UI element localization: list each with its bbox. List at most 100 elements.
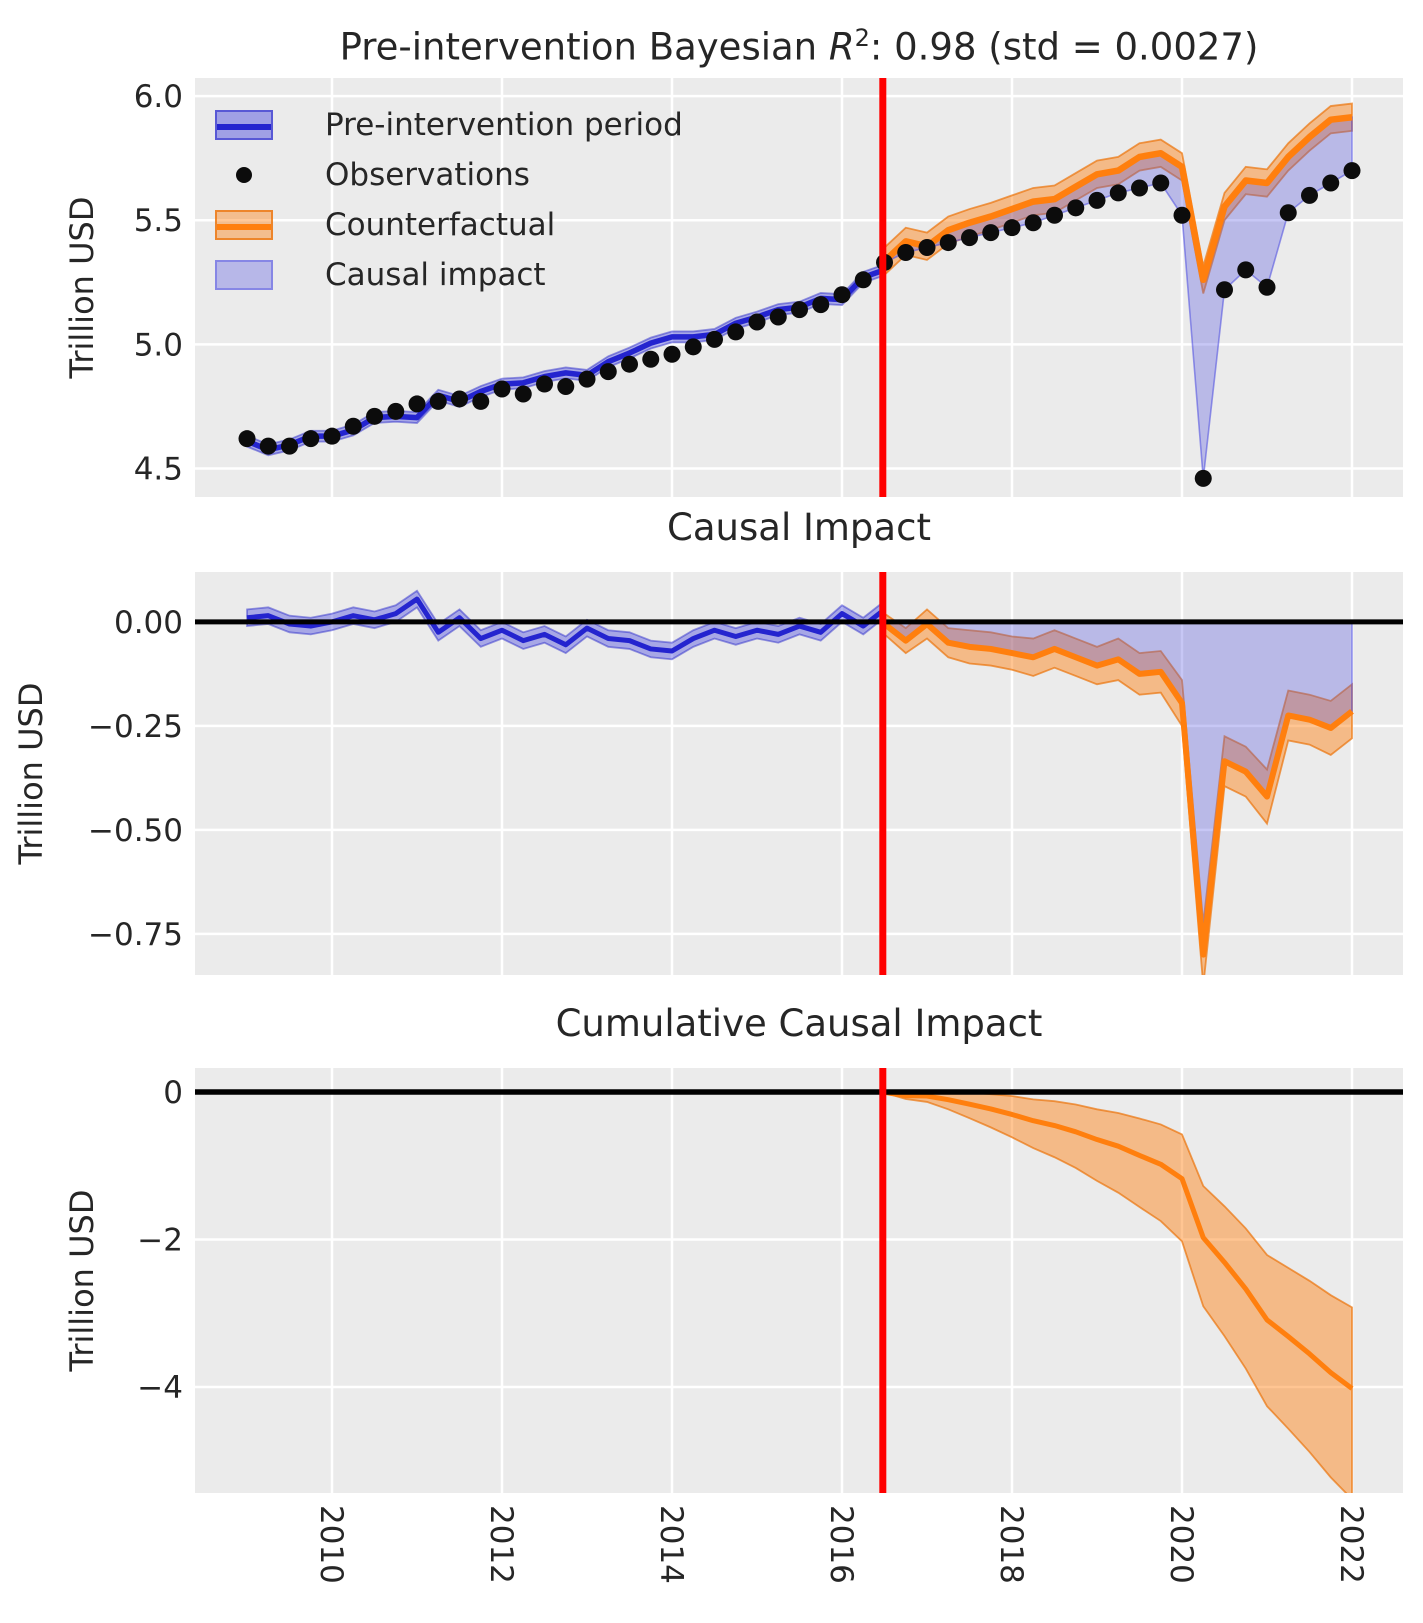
observation-dot xyxy=(366,407,384,425)
observation-dot xyxy=(302,430,320,448)
cumulative-band xyxy=(883,1089,1353,1493)
observation-dot xyxy=(1301,186,1319,204)
panel3-background xyxy=(195,1068,1403,1493)
observation-dot xyxy=(387,402,405,420)
observation-dot xyxy=(1109,184,1127,202)
observation-dot xyxy=(429,392,447,410)
cumulative-line xyxy=(884,1089,1354,1391)
observation-dot xyxy=(344,417,362,435)
observation-dot xyxy=(833,286,851,304)
panel2-ytick-label: −0.50 xyxy=(88,813,183,849)
observation-dot xyxy=(472,392,490,410)
panel1-ylabel: Trillion USD xyxy=(63,197,101,380)
observation-dot xyxy=(769,308,787,326)
panel2-ytick-label: 0.00 xyxy=(114,605,183,641)
legend-item-causal-impact: Causal impact xyxy=(215,250,683,300)
observation-dot xyxy=(1067,199,1085,217)
counterfactual-line xyxy=(882,113,1353,284)
xtick-label: 2016 xyxy=(823,1505,859,1584)
legend-label-counterfactual: Counterfactual xyxy=(325,207,556,243)
panel3-ylabel: Trillion USD xyxy=(63,1190,101,1373)
xtick-label: 2020 xyxy=(1163,1505,1199,1584)
observation-dot xyxy=(408,395,426,413)
observation-dot xyxy=(238,430,256,448)
observation-dot xyxy=(323,427,341,445)
panel1-title-r: R xyxy=(828,25,855,69)
panel2-title: Causal Impact xyxy=(667,506,931,549)
observation-dot xyxy=(1237,261,1255,279)
legend-label-pre-intervention: Pre-intervention period xyxy=(325,107,683,143)
xtick-label: 2022 xyxy=(1333,1505,1369,1584)
observation-dot xyxy=(1024,214,1042,232)
panel3-ytick-label: 0 xyxy=(163,1075,183,1111)
observation-dot xyxy=(514,385,532,403)
observation-dot xyxy=(1046,206,1064,224)
observation-dot xyxy=(578,370,596,388)
observation-dot xyxy=(281,437,299,455)
observation-dot xyxy=(1258,278,1276,296)
observation-dot xyxy=(939,234,957,252)
observation-dot xyxy=(791,301,809,319)
observation-dot xyxy=(621,355,639,373)
observation-dot xyxy=(663,345,681,363)
panel1-title-prefix: Pre-intervention Bayesian xyxy=(339,25,829,69)
observation-dot xyxy=(684,338,702,356)
observation-dot xyxy=(748,313,766,331)
observation-dot xyxy=(897,244,915,262)
observation-dot xyxy=(918,239,936,257)
observation-dot xyxy=(812,296,830,314)
observation-dot xyxy=(259,437,277,455)
observations-dot-swatch-icon xyxy=(236,167,252,183)
impact-post-line xyxy=(882,620,1354,958)
observation-dot xyxy=(1322,174,1340,192)
panel1-title: Pre-intervention Bayesian R2: 0.98 (std … xyxy=(195,24,1403,68)
observation-dot xyxy=(1173,206,1191,224)
panel2-ylabel: Trillion USD xyxy=(12,683,50,866)
observation-dot xyxy=(1194,469,1212,487)
observation-dot xyxy=(706,330,724,348)
observation-dot xyxy=(982,224,1000,242)
legend-item-counterfactual: Counterfactual xyxy=(215,200,683,250)
panel1-ytick-label: 5.0 xyxy=(134,327,183,363)
observation-dot xyxy=(1003,219,1021,237)
impact-pre-line xyxy=(246,596,887,654)
observation-dot xyxy=(557,378,575,396)
observation-dot xyxy=(1088,191,1106,209)
xtick-label: 2018 xyxy=(993,1505,1029,1584)
panel3-ytick-label: −4 xyxy=(137,1370,183,1406)
observation-dot xyxy=(1279,204,1297,222)
panel3-ytick-label: −2 xyxy=(137,1222,183,1258)
observation-dot xyxy=(854,271,872,289)
observation-dot xyxy=(493,380,511,398)
xtick-label: 2010 xyxy=(313,1505,349,1584)
legend: Pre-intervention period Observations Cou… xyxy=(215,100,683,300)
counterfactual-band-swatch-icon xyxy=(215,210,273,240)
observation-dot xyxy=(1216,281,1234,299)
observation-dot xyxy=(1131,179,1149,197)
panel1-ytick-label: 6.0 xyxy=(134,79,183,115)
panel2-ytick-label: −0.25 xyxy=(88,709,183,745)
panel1-ytick-label: 5.5 xyxy=(134,203,183,239)
observation-dot xyxy=(451,390,469,408)
legend-label-observations: Observations xyxy=(325,157,530,193)
xtick-label: 2014 xyxy=(653,1505,689,1584)
observation-dot xyxy=(536,375,554,393)
causal-impact-patch-swatch-icon xyxy=(215,260,273,290)
panel1-title-suffix: : 0.98 (std = 0.0027) xyxy=(869,25,1259,69)
panel1-ytick-label: 4.5 xyxy=(134,451,183,487)
xtick-label: 2012 xyxy=(483,1505,519,1584)
panel3-title: Cumulative Causal Impact xyxy=(555,1002,1043,1045)
impact-post-band xyxy=(883,608,1353,975)
legend-item-observations: Observations xyxy=(215,150,683,200)
observation-dot xyxy=(1343,162,1361,180)
observation-dot xyxy=(642,350,660,368)
observation-dot xyxy=(1152,174,1170,192)
legend-label-causal-impact: Causal impact xyxy=(325,257,546,293)
observation-dot xyxy=(727,323,745,341)
panel1-title-exponent: 2 xyxy=(854,24,870,52)
pre-intervention-band-swatch-icon xyxy=(215,110,273,140)
observation-dot xyxy=(599,363,617,381)
panel2-ytick-label: −0.75 xyxy=(88,917,183,953)
